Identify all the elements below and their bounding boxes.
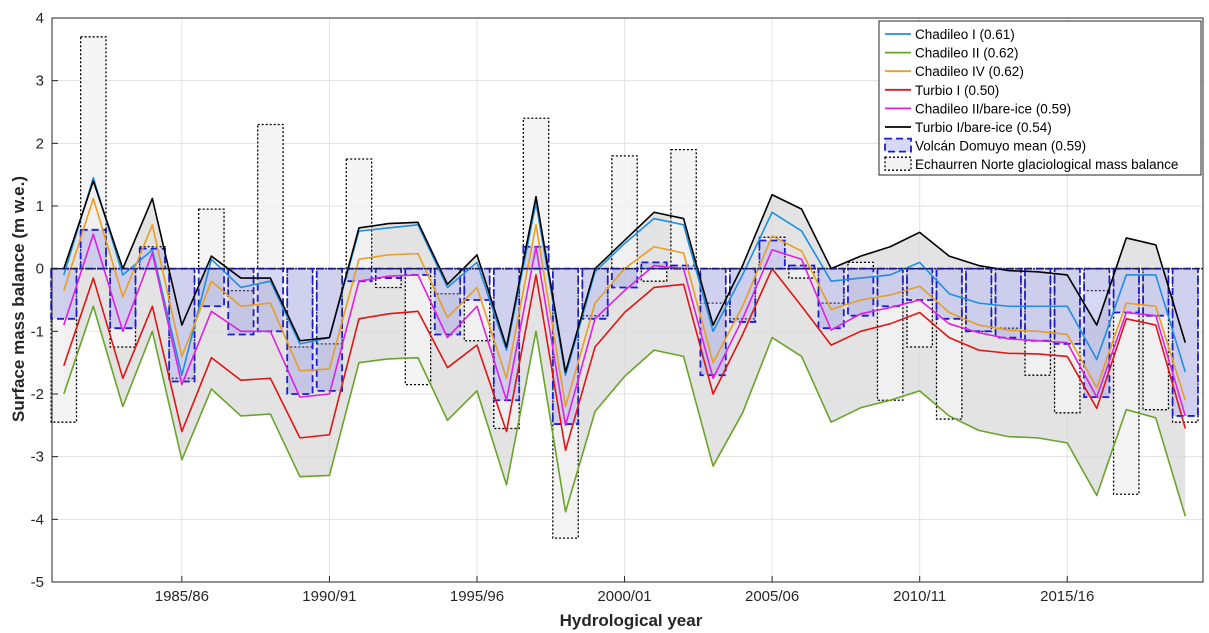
echaurren-bar [729,268,756,320]
y-tick-label: 4 [36,10,44,27]
plot-frame [51,17,1204,583]
y-tick-label: -1 [31,323,44,340]
tick-labels: -5 -4 -3 -2 -1 0 1 2 3 4 1985/86 1990/91 1995/96 2000… [31,10,1095,605]
domuyo-bar [788,264,816,270]
domuyo-bar [1024,267,1052,342]
y-tick-label: -5 [31,574,44,591]
legend-entry: Chadileo II (0.62) [915,46,1019,61]
legend-entry: Chadileo II/bare-ice (0.59) [915,101,1071,116]
x-tick-label: 2010/11 [893,588,946,605]
domuyo-bar [286,267,314,395]
y-tick-label: -2 [31,386,44,403]
echaurren-bar [935,268,963,420]
domuyo-bar [50,267,78,320]
echaurren-bar [345,158,373,270]
domuyo-bar [817,267,845,330]
domuyo-bar [315,267,344,392]
envelope-area [63,177,1186,517]
x-axis-label: Hydrological year [560,611,703,630]
legend-entry: Chadileo I (0.61) [915,27,1015,42]
echaurren-bar [286,268,314,348]
series-line-turbio-i-0-50 [63,267,1187,452]
series-line-chadileo-iv-0-62 [63,197,1187,408]
legend-swatch-domuyo [884,137,912,153]
x-tick-label: 1995/96 [450,588,504,605]
domuyo-bar [994,267,1022,339]
legend-entry: Echaurren Norte glaciological mass balan… [915,157,1178,172]
series-line-chadileo-i-0-61 [63,177,1187,376]
y-axis-label: Surface mass balance (m w.e.) [9,176,28,422]
echaurren-bar [109,268,137,348]
legend-entry: Turbio I (0.50) [915,83,999,98]
legend-entry: Turbio I/bare-ice (0.54) [915,120,1052,135]
domuyo-bar [197,267,225,308]
echaurren-bar [788,268,815,279]
series-line-chadileo-ii-0-62 [63,305,1187,517]
x-tick-label: 2005/06 [745,588,799,605]
echaurren-bar [1112,268,1140,495]
series-line-chadileo-ii-bare-ice-0-59 [63,233,1187,427]
legend-entry: Volcán Domuyo mean (0.59) [915,139,1086,154]
legend-entry: Chadileo IV (0.62) [915,64,1024,79]
echaurren-bar [611,155,638,270]
axes [51,17,1204,583]
y-tick-label: -3 [31,449,44,466]
domuyo-bar [109,267,137,330]
envelope-band [63,177,1186,517]
domuyo-bar [847,267,875,317]
domuyo-bar [433,267,462,336]
echaurren-bar [640,268,668,282]
y-tick-label: 1 [36,198,44,215]
x-tick-label: 2015/16 [1040,588,1094,605]
x-tick-label: 1990/91 [302,588,356,605]
y-tick-label: 2 [36,135,44,152]
legend-swatch-echaurren [884,156,912,171]
legend: Chadileo I (0.61) Chadileo II (0.62) Chadi… [878,20,1202,176]
y-tick-label: -4 [31,511,44,528]
domuyo-bar [906,267,934,301]
echaurren-bar [257,123,284,270]
echaurren-bar [847,261,874,270]
x-tick-label: 2000/01 [597,588,651,605]
echaurren-bar [876,268,904,401]
x-tick-label: 1985/86 [155,588,209,605]
y-tick-label: 3 [36,73,44,90]
legend-box [878,20,1202,176]
y-tick-label: 0 [36,261,44,278]
domuyo-bar [699,267,727,377]
domuyo-bar [758,239,786,270]
